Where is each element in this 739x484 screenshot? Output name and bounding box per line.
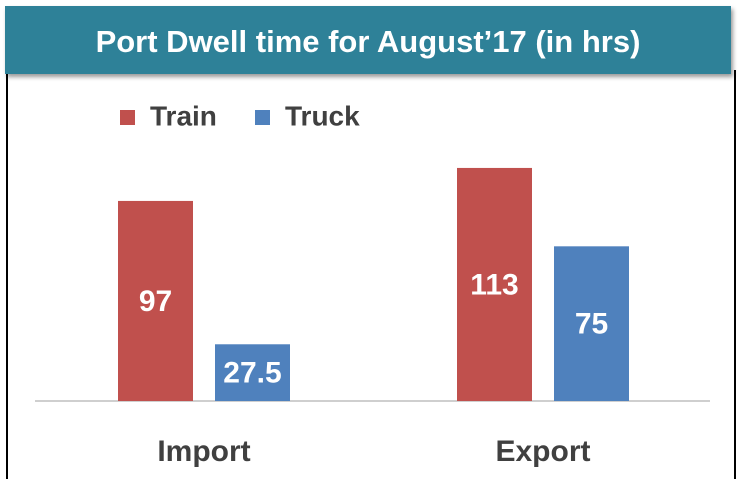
- bar: [554, 246, 629, 401]
- bar: [118, 200, 193, 401]
- x-tick-label: Export: [495, 435, 590, 468]
- legend-label: Truck: [285, 100, 360, 131]
- legend-swatch: [255, 110, 270, 125]
- chart-title: Port Dwell time for August’17 (in hrs): [96, 24, 641, 59]
- legend-swatch: [120, 110, 135, 125]
- data-label: 75: [575, 308, 608, 341]
- data-label: 113: [470, 268, 518, 301]
- title-banner: [5, 6, 731, 74]
- data-label: 27.5: [223, 357, 281, 390]
- bar: [215, 344, 290, 401]
- data-label: 97: [139, 285, 172, 318]
- legend-label: Train: [150, 100, 217, 131]
- x-tick-label: Import: [157, 435, 250, 468]
- bar: [457, 167, 532, 401]
